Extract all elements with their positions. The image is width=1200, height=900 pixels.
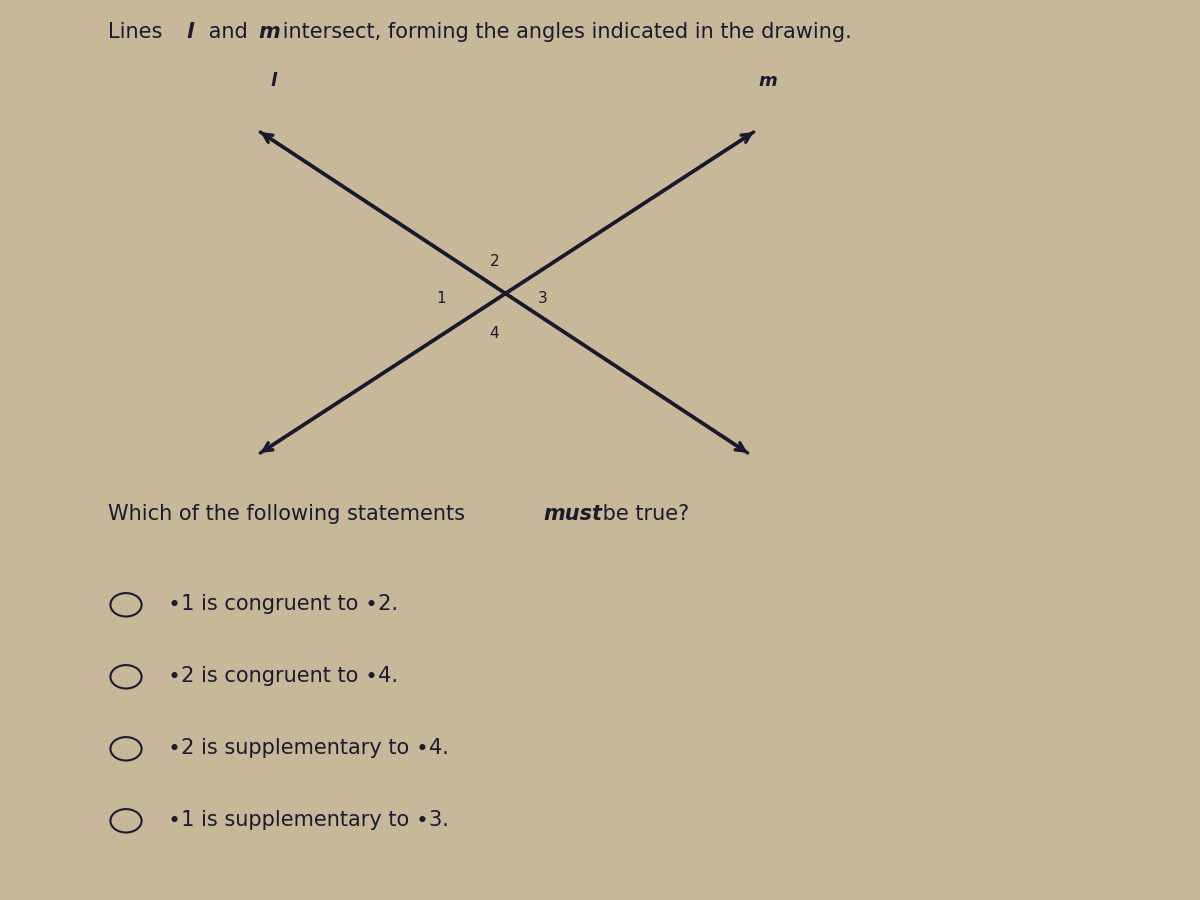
Text: 3: 3: [538, 292, 547, 306]
Text: ∙1 is supplementary to ∙3.: ∙1 is supplementary to ∙3.: [168, 810, 449, 830]
Text: m: m: [258, 22, 280, 42]
Text: Lines: Lines: [108, 22, 169, 42]
Text: ∙2 is congruent to ∙4.: ∙2 is congruent to ∙4.: [168, 666, 398, 686]
Text: and: and: [202, 22, 254, 42]
Text: be true?: be true?: [596, 504, 690, 524]
Text: ∙2 is supplementary to ∙4.: ∙2 is supplementary to ∙4.: [168, 738, 449, 758]
Text: ∙1 is congruent to ∙2.: ∙1 is congruent to ∙2.: [168, 594, 398, 614]
Text: intersect, forming the angles indicated in the drawing.: intersect, forming the angles indicated …: [276, 22, 852, 42]
Text: 1: 1: [437, 292, 446, 306]
Text: l: l: [270, 72, 277, 90]
Text: m: m: [758, 72, 778, 90]
Text: 4: 4: [490, 326, 499, 340]
Text: 2: 2: [490, 254, 499, 268]
Text: Which of the following statements: Which of the following statements: [108, 504, 472, 524]
Text: l: l: [186, 22, 193, 42]
Text: must: must: [544, 504, 602, 524]
